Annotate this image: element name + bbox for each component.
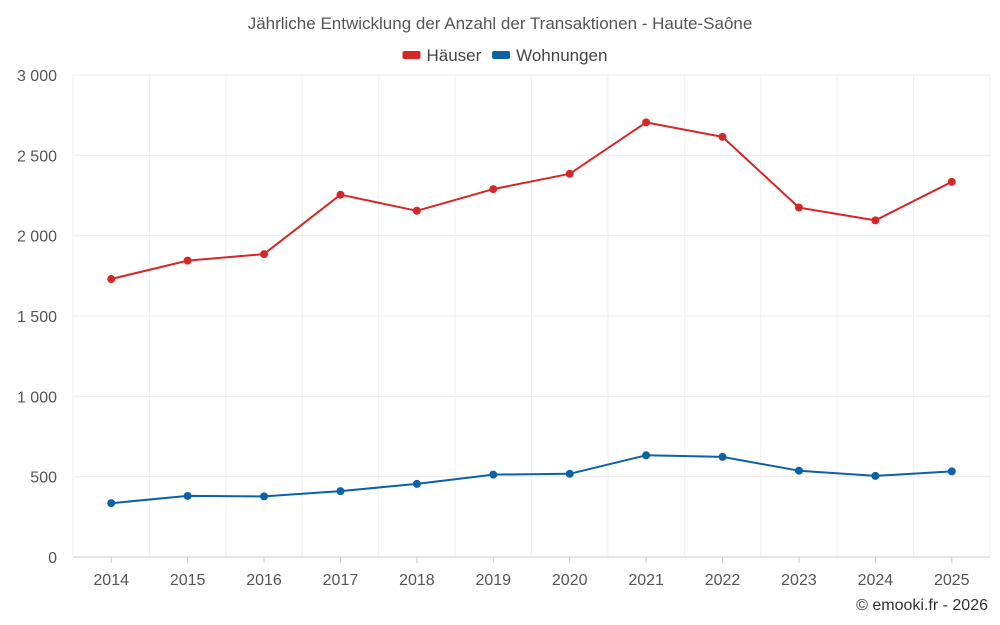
data-point-h-user[interactable] <box>642 118 651 127</box>
data-point-h-user[interactable] <box>107 275 116 284</box>
x-tick-label: 2023 <box>781 572 817 589</box>
x-tick-label: 2019 <box>475 572 511 589</box>
data-point-wohnungen[interactable] <box>794 466 803 475</box>
x-tick-label: 2016 <box>246 572 282 589</box>
x-tick-label: 2017 <box>323 572 359 589</box>
x-tick-label: 2018 <box>399 572 435 589</box>
axes: 0 500 1 000 1 500 2 000 2 500 3 000 2014 2015 201… <box>17 68 990 589</box>
series-layer <box>107 118 956 508</box>
legend-swatch <box>492 51 511 59</box>
series-line-wohnungen <box>111 454 952 505</box>
legend: Häuser Wohnungen <box>402 46 607 65</box>
y-tick-label: 2 000 <box>17 229 57 246</box>
legend-label: Häuser <box>427 46 482 65</box>
data-point-h-user[interactable] <box>183 256 192 265</box>
data-point-h-user[interactable] <box>871 216 880 225</box>
x-tick-label: 2025 <box>934 572 970 589</box>
y-tick-label: 1 000 <box>17 389 57 406</box>
legend-swatch <box>402 51 421 59</box>
data-point-wohnungen[interactable] <box>183 491 192 500</box>
legend-label: Wohnungen <box>516 46 607 65</box>
data-point-wohnungen[interactable] <box>489 470 498 479</box>
y-tick-label: 0 <box>48 550 57 567</box>
data-point-h-user[interactable] <box>718 132 727 141</box>
data-point-wohnungen[interactable] <box>260 492 269 501</box>
x-tick-label: 2020 <box>552 572 588 589</box>
credit-text: © emooki.fr - 2026 <box>856 597 988 614</box>
y-tick-label: 2 500 <box>17 148 57 165</box>
data-point-h-user[interactable] <box>489 185 498 194</box>
data-point-h-user[interactable] <box>260 250 269 259</box>
x-tick-label: 2015 <box>170 572 206 589</box>
y-tick-label: 3 000 <box>17 68 57 85</box>
data-point-wohnungen[interactable] <box>336 487 345 496</box>
x-tick-label: 2014 <box>93 572 129 589</box>
legend-item-h-user[interactable]: Häuser <box>402 46 482 65</box>
data-point-wohnungen[interactable] <box>871 471 880 480</box>
data-point-wohnungen[interactable] <box>947 467 956 476</box>
data-point-wohnungen[interactable] <box>412 479 421 488</box>
x-tick-label: 2021 <box>628 572 664 589</box>
data-point-h-user[interactable] <box>565 169 574 178</box>
x-tick-label: 2022 <box>705 572 741 589</box>
data-point-h-user[interactable] <box>947 177 956 186</box>
data-point-wohnungen[interactable] <box>642 451 651 460</box>
data-point-h-user[interactable] <box>412 206 421 215</box>
chart-title: Jährliche Entwicklung der Anzahl der Tra… <box>248 14 753 33</box>
series-line-h-user <box>110 121 953 280</box>
y-tick-label: 500 <box>30 470 57 487</box>
data-point-h-user[interactable] <box>794 203 803 212</box>
legend-item-wohnungen[interactable]: Wohnungen <box>492 46 607 65</box>
y-tick-label: 1 500 <box>17 309 57 326</box>
x-tick-label: 2024 <box>858 572 894 589</box>
data-point-wohnungen[interactable] <box>718 452 727 461</box>
data-point-wohnungen[interactable] <box>107 499 116 508</box>
grid <box>72 74 991 557</box>
data-point-h-user[interactable] <box>336 190 345 199</box>
data-point-wohnungen[interactable] <box>565 469 574 478</box>
